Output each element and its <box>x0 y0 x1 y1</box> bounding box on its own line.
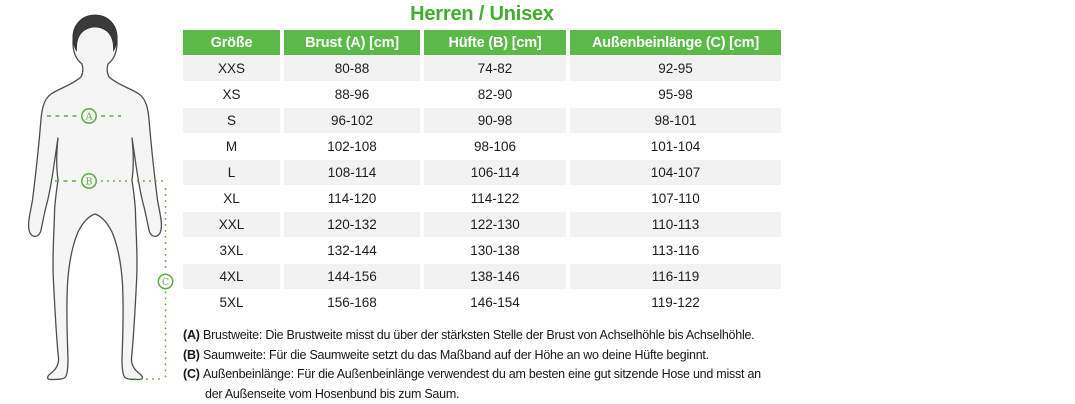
column-header: Hüfte (B) [cm] <box>422 30 568 56</box>
size-cell: XXS <box>183 56 282 82</box>
measurement-cell: 96-102 <box>282 108 422 134</box>
measurement-cell: 90-98 <box>422 108 568 134</box>
measurement-cell: 116-119 <box>568 264 781 290</box>
size-cell: 4XL <box>183 264 282 290</box>
measurement-cell: 88-96 <box>282 82 422 108</box>
body-silhouette <box>29 21 162 380</box>
measurement-cell: 82-90 <box>422 82 568 108</box>
measurement-cell: 130-138 <box>422 238 568 264</box>
measurement-cell: 106-114 <box>422 160 568 186</box>
measurement-cell: 107-110 <box>568 186 781 212</box>
note-line: (A) Brustweite: Die Brustweite misst du … <box>183 326 823 346</box>
body-figure: A B C <box>15 8 185 396</box>
marker-c-label: C <box>162 277 169 288</box>
size-cell: XXL <box>183 212 282 238</box>
note-line: (B) Saumweite: Für die Saumweite setzt d… <box>183 346 823 366</box>
size-cell: M <box>183 134 282 160</box>
measurement-cell: 122-130 <box>422 212 568 238</box>
measurement-cell: 132-144 <box>282 238 422 264</box>
measurement-cell: 144-156 <box>282 264 422 290</box>
measurement-cell: 138-146 <box>422 264 568 290</box>
measurement-cell: 156-168 <box>282 290 422 316</box>
measurement-cell: 104-107 <box>568 160 781 186</box>
measurement-cell: 102-108 <box>282 134 422 160</box>
measurement-cell: 95-98 <box>568 82 781 108</box>
measurement-cell: 98-106 <box>422 134 568 160</box>
size-cell: S <box>183 108 282 134</box>
measurement-cell: 113-116 <box>568 238 781 264</box>
size-cell: 3XL <box>183 238 282 264</box>
size-cell: L <box>183 160 282 186</box>
measurement-cell: 101-104 <box>568 134 781 160</box>
note-line: (C) Außenbeinlänge: Für die Außenbeinlän… <box>183 365 823 385</box>
column-header: Größe <box>183 30 282 56</box>
size-cell: 5XL <box>183 290 282 316</box>
marker-b-label: B <box>86 176 93 187</box>
size-cell: XS <box>183 82 282 108</box>
measurement-cell: 108-114 <box>282 160 422 186</box>
size-cell: XL <box>183 186 282 212</box>
note-line: der Außenseite vom Hosenbund bis zum Sau… <box>183 385 823 404</box>
page-title: Herren / Unisex <box>183 1 781 27</box>
measurement-cell: 80-88 <box>282 56 422 82</box>
size-notes: (A) Brustweite: Die Brustweite misst du … <box>183 326 823 404</box>
marker-a-label: A <box>85 111 93 122</box>
measurement-cell: 119-122 <box>568 290 781 316</box>
measurement-cell: 114-122 <box>422 186 568 212</box>
measurement-cell: 114-120 <box>282 186 422 212</box>
column-header: Brust (A) [cm] <box>282 30 422 56</box>
measurement-cell: 120-132 <box>282 212 422 238</box>
measurement-cell: 74-82 <box>422 56 568 82</box>
measurement-cell: 146-154 <box>422 290 568 316</box>
measurement-cell: 110-113 <box>568 212 781 238</box>
body-figure-illustration: A B C <box>15 8 185 396</box>
measurement-cell: 92-95 <box>568 56 781 82</box>
column-header: Außenbeinlänge (C) [cm] <box>568 30 781 56</box>
measurement-cell: 98-101 <box>568 108 781 134</box>
